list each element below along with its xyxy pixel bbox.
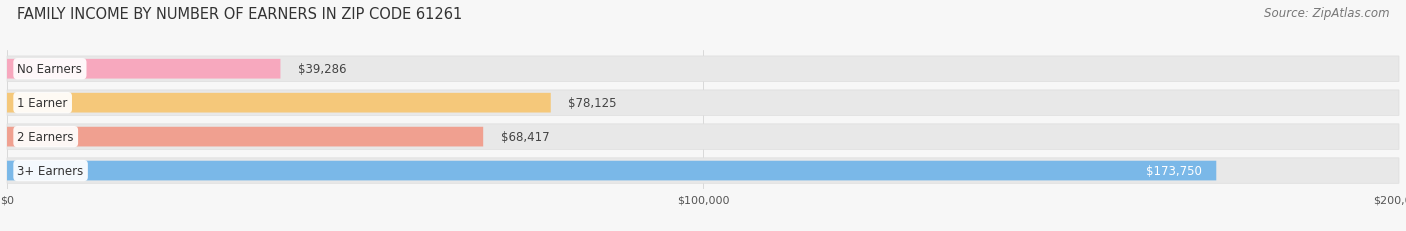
FancyBboxPatch shape (7, 57, 1399, 82)
FancyBboxPatch shape (7, 158, 1399, 183)
Text: FAMILY INCOME BY NUMBER OF EARNERS IN ZIP CODE 61261: FAMILY INCOME BY NUMBER OF EARNERS IN ZI… (17, 7, 463, 22)
Text: $78,125: $78,125 (568, 97, 617, 110)
FancyBboxPatch shape (7, 91, 1399, 116)
Text: $173,750: $173,750 (1146, 164, 1202, 177)
Text: 3+ Earners: 3+ Earners (17, 164, 84, 177)
FancyBboxPatch shape (7, 124, 1399, 150)
Text: $68,417: $68,417 (501, 131, 550, 143)
Text: 2 Earners: 2 Earners (17, 131, 75, 143)
FancyBboxPatch shape (7, 127, 484, 147)
Text: No Earners: No Earners (17, 63, 83, 76)
Text: Source: ZipAtlas.com: Source: ZipAtlas.com (1264, 7, 1389, 20)
FancyBboxPatch shape (7, 161, 1216, 181)
FancyBboxPatch shape (7, 60, 280, 79)
Text: $39,286: $39,286 (298, 63, 346, 76)
Text: 1 Earner: 1 Earner (17, 97, 67, 110)
FancyBboxPatch shape (7, 93, 551, 113)
